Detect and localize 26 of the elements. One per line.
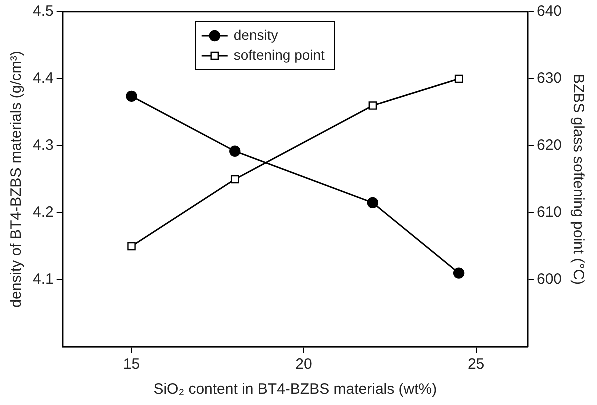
x-tick-label: 20: [296, 356, 312, 374]
x-tick-label: 15: [123, 356, 140, 374]
legend-label: density: [234, 26, 278, 43]
y2-axis-title: BZBS glass softening point (°C): [570, 74, 587, 286]
point: [367, 197, 379, 209]
y-tick-label: 4.5: [32, 3, 54, 20]
y-tick-label: 4.2: [32, 204, 54, 222]
x-tick-label: 25: [468, 356, 485, 374]
y2-tick-label: 630: [536, 70, 562, 88]
point: [368, 102, 378, 110]
y2-tick-label: 620: [536, 137, 562, 154]
y-tick-label: 4.3: [32, 137, 54, 154]
y2-tick-label: 610: [536, 204, 562, 222]
point: [230, 175, 240, 184]
point: [126, 90, 138, 102]
y-tick-label: 4.4: [32, 70, 54, 88]
y2-tick-label: 600: [536, 271, 562, 288]
legend-label: softening point: [234, 46, 326, 63]
y-tick-label: 4.1: [32, 271, 54, 288]
y2-tick-label: 640: [536, 3, 562, 20]
point: [453, 268, 465, 279]
point: [454, 74, 464, 84]
point: [230, 146, 241, 157]
point: [128, 242, 136, 251]
x-axis-title: SiO₂ content in BT4-BZBS materials (wt%): [154, 381, 438, 398]
y-axis-title: density of BT4-BZBS materials (g/cm³): [8, 51, 26, 308]
